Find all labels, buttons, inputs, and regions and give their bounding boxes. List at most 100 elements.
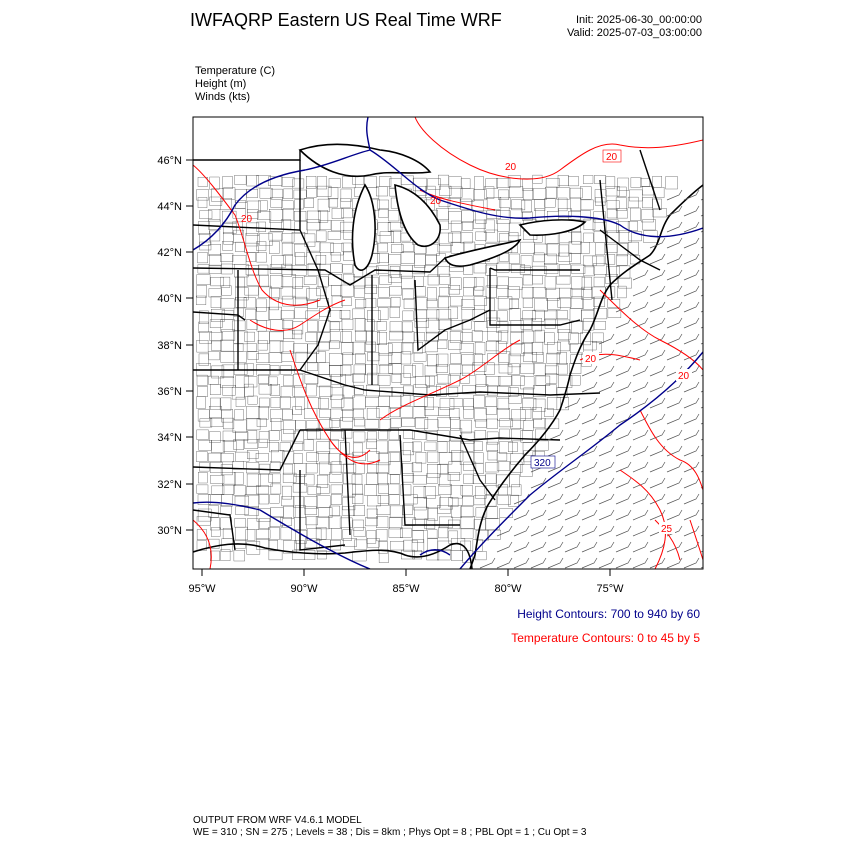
wind-barb (649, 317, 666, 329)
wind-barb (649, 269, 666, 281)
wind-barb (564, 557, 581, 569)
temp-label: 25 (661, 524, 673, 535)
county-cell (365, 517, 378, 527)
county-cell (556, 187, 570, 200)
county-cell (292, 296, 308, 307)
wind-barb (683, 445, 700, 457)
wind-barb (598, 477, 615, 489)
county-cell (341, 398, 354, 411)
county-cell (328, 178, 341, 188)
county-cell (507, 175, 521, 188)
wind-barb (581, 381, 598, 393)
county-cell (245, 529, 256, 541)
county-cell (474, 408, 487, 422)
county-cell (498, 189, 509, 200)
county-cell (211, 309, 225, 322)
county-cell (557, 175, 569, 186)
wind-barb (615, 557, 632, 569)
county-cell (532, 407, 542, 420)
county-cell (329, 418, 340, 428)
county-cell (402, 288, 414, 300)
county-cell (388, 254, 402, 266)
county-cell (317, 198, 330, 212)
county-cell (376, 440, 388, 454)
county-cell (424, 406, 439, 416)
county-cell (330, 394, 345, 408)
county-cell (281, 351, 295, 362)
wind-barb (564, 445, 581, 457)
county-cell (259, 188, 273, 199)
county-cell (304, 496, 318, 509)
temperature-contours (193, 117, 703, 569)
wind-barb (581, 429, 598, 441)
county-cell (511, 484, 522, 496)
lat-label: 40°N (157, 293, 182, 305)
wind-barb (598, 525, 615, 537)
county-cell (544, 198, 556, 208)
county-cell (388, 210, 400, 222)
height-label: 320 (534, 458, 551, 469)
wind-barb (598, 493, 615, 505)
county-cell (243, 376, 258, 388)
county-cell (509, 253, 520, 264)
county-cell (485, 406, 497, 415)
county-cell (258, 406, 269, 420)
wind-barb (649, 253, 666, 265)
county-cell (271, 418, 282, 431)
county-cell (473, 495, 485, 506)
county-cell (220, 505, 232, 515)
county-cell (508, 277, 523, 290)
county-cell (306, 186, 317, 198)
county-cell (303, 439, 314, 451)
county-cell (246, 175, 259, 187)
county-cell (354, 417, 365, 427)
wind-barb (632, 349, 649, 361)
county-cell (256, 539, 270, 550)
wind-barb (666, 429, 683, 441)
county-cell (570, 375, 581, 386)
county-cell (329, 340, 340, 349)
county-cell (304, 198, 314, 208)
county-cell (581, 286, 592, 300)
county-cell (534, 243, 547, 256)
county-cell (475, 231, 487, 241)
run-times: Init: 2025-06-30_00:00:00 Valid: 2025-07… (567, 14, 702, 40)
county-cell (582, 297, 595, 310)
county-cell (220, 376, 234, 388)
county-cell (461, 307, 475, 320)
county-cell (544, 332, 555, 345)
wind-barb (683, 205, 700, 217)
county-cell (485, 518, 500, 530)
county-cell (331, 220, 345, 232)
county-cell (463, 473, 474, 484)
county-cell (485, 462, 500, 473)
county-cell (486, 376, 501, 386)
county-cell (401, 242, 414, 252)
county-cell (533, 252, 545, 263)
county-cell (199, 310, 209, 324)
wind-barb (666, 397, 683, 409)
county-cell (353, 364, 366, 375)
county-cell (378, 541, 388, 554)
county-cell (234, 472, 244, 485)
county-cell (197, 409, 210, 422)
county-cell (280, 517, 292, 526)
wind-barb (683, 189, 700, 201)
county-cell (522, 442, 536, 456)
county-cell (607, 308, 622, 318)
wind-barb (683, 557, 700, 569)
county-cell (630, 207, 641, 221)
county-cell (378, 429, 388, 440)
wind-barb (683, 509, 700, 521)
county-cell (378, 353, 393, 366)
wind-barb (564, 461, 581, 473)
county-cell (307, 528, 322, 541)
wind-barb (581, 365, 598, 377)
county-cell (388, 494, 400, 505)
county-cell (475, 551, 487, 561)
county-cell (330, 484, 343, 494)
wind-barb (581, 509, 598, 521)
county-cell (352, 373, 365, 383)
county-cell (411, 462, 422, 473)
county-cell (391, 374, 402, 383)
